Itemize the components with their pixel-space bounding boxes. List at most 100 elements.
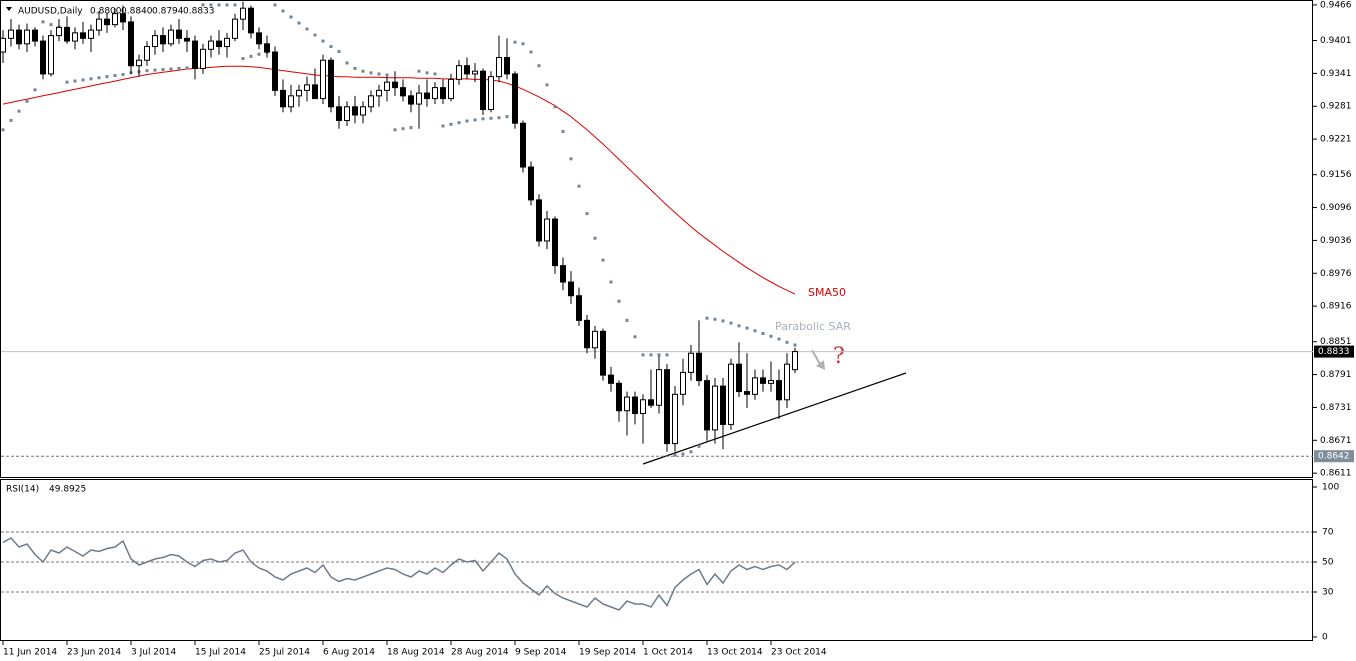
sar-dot (737, 324, 741, 328)
candle-body (552, 218, 558, 267)
sar-dot (649, 353, 653, 357)
sar-dot (777, 337, 781, 341)
y-tick-label: 30 (1322, 588, 1334, 598)
candle-body (504, 57, 510, 75)
candle-body (208, 40, 214, 50)
sar-dot (425, 71, 429, 75)
candle-body (488, 76, 494, 111)
sar-dot (97, 76, 101, 80)
candle-body (352, 106, 358, 116)
y-tick-label: 0.9341 (1320, 69, 1352, 79)
sar-dot (713, 317, 717, 321)
candle-body (664, 369, 670, 445)
trend-line (642, 372, 907, 465)
sar-dot (273, 3, 277, 7)
sar-dot (793, 343, 797, 347)
sar-dot (393, 128, 397, 132)
ohlc-value: 0.8794 (152, 7, 184, 17)
x-tick-label: 23 Oct 2014 (771, 648, 827, 658)
y-tick-label: 0.8671 (1320, 436, 1352, 446)
sar-dot (785, 340, 789, 344)
arrow (811, 349, 822, 367)
sar-dot (385, 73, 389, 77)
candle-body (792, 351, 798, 371)
y-tick-label: 50 (1322, 558, 1334, 568)
sar-dot (9, 118, 13, 122)
sar-dot (89, 77, 93, 81)
sar-dot (169, 67, 173, 71)
symbol-title: AUDUSD,Daily (18, 7, 83, 17)
sar-dot (529, 50, 533, 54)
sar-dot (457, 121, 461, 125)
candle-body (344, 106, 350, 121)
y-tick-label: 0.8916 (1320, 302, 1352, 312)
sar-dot (313, 33, 317, 37)
candle-body (72, 32, 78, 42)
sar-dot (233, 3, 237, 7)
support-label-box (1314, 450, 1354, 463)
sar-dot (553, 105, 557, 109)
candle-body (80, 32, 86, 39)
x-tick-label: 19 Sep 2014 (579, 648, 636, 658)
candle-body (632, 396, 638, 414)
sar-dot (329, 45, 333, 49)
menu-triangle (6, 7, 12, 11)
candle-body (168, 29, 174, 45)
candle-body (480, 70, 486, 111)
y-tick-label: 0.9401 (1320, 36, 1352, 46)
sar-dot (17, 109, 21, 113)
sar-dot (161, 68, 165, 72)
sar-dot (241, 57, 245, 61)
sar-dot (625, 318, 629, 322)
sar-dot (177, 66, 181, 70)
sar-dot (65, 80, 69, 84)
candle-body (672, 393, 678, 445)
sar-dot (225, 3, 229, 7)
y-tick-label: 0.9156 (1320, 170, 1352, 180)
candle-body (88, 29, 94, 39)
candle-body (136, 59, 142, 67)
y-tick-label: 0.9096 (1320, 203, 1352, 213)
candle-body (696, 352, 702, 382)
candle-body (224, 37, 230, 48)
candle-body (720, 385, 726, 425)
candle-body (40, 40, 46, 75)
sar-dot (153, 68, 157, 72)
candle-body (8, 29, 14, 39)
sar-dot (681, 452, 685, 456)
candle-body (520, 122, 526, 168)
sar-dot (249, 54, 253, 58)
sar-dot (489, 116, 493, 120)
support-label: 0.8642 (1318, 452, 1350, 462)
candle-body (704, 380, 710, 431)
candle-body (24, 29, 30, 45)
sar-dot (689, 450, 693, 454)
candle-body (16, 29, 22, 45)
candle-body (544, 218, 550, 242)
candle-body (784, 363, 790, 401)
candle-body (528, 166, 534, 201)
rsi-title: RSI(14) (6, 485, 39, 495)
candle-body (0, 37, 6, 53)
candle-body (272, 51, 278, 91)
candle-body (144, 46, 150, 61)
main-pane (0, 0, 1313, 478)
y-tick-label: 0.9221 (1320, 135, 1352, 145)
sar-dot (409, 126, 413, 130)
candle-body (592, 330, 598, 349)
y-tick-label: 0.9466 (1320, 0, 1352, 10)
candle-body (400, 87, 406, 97)
y-tick-label: 70 (1322, 528, 1334, 538)
sma-line (2, 65, 796, 295)
candle-body (464, 65, 470, 75)
candle-body (600, 330, 606, 376)
candle-body (368, 95, 374, 108)
sar-dot (617, 299, 621, 303)
sar-dot (201, 3, 205, 7)
candle-body (624, 396, 630, 412)
candle-body (328, 59, 334, 108)
candle-body (296, 89, 302, 97)
sar-dot (761, 332, 765, 336)
sar-dot (209, 3, 213, 7)
sar-dot (577, 184, 581, 188)
